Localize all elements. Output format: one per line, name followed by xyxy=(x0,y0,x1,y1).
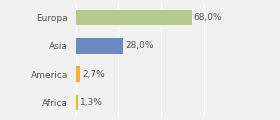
Text: 2,7%: 2,7% xyxy=(82,70,105,79)
Bar xyxy=(76,95,78,110)
Text: 28,0%: 28,0% xyxy=(125,41,154,50)
Bar xyxy=(76,10,192,25)
Text: 68,0%: 68,0% xyxy=(193,13,222,22)
Bar xyxy=(76,38,123,54)
Bar xyxy=(76,66,80,82)
Text: 1,3%: 1,3% xyxy=(80,98,102,107)
